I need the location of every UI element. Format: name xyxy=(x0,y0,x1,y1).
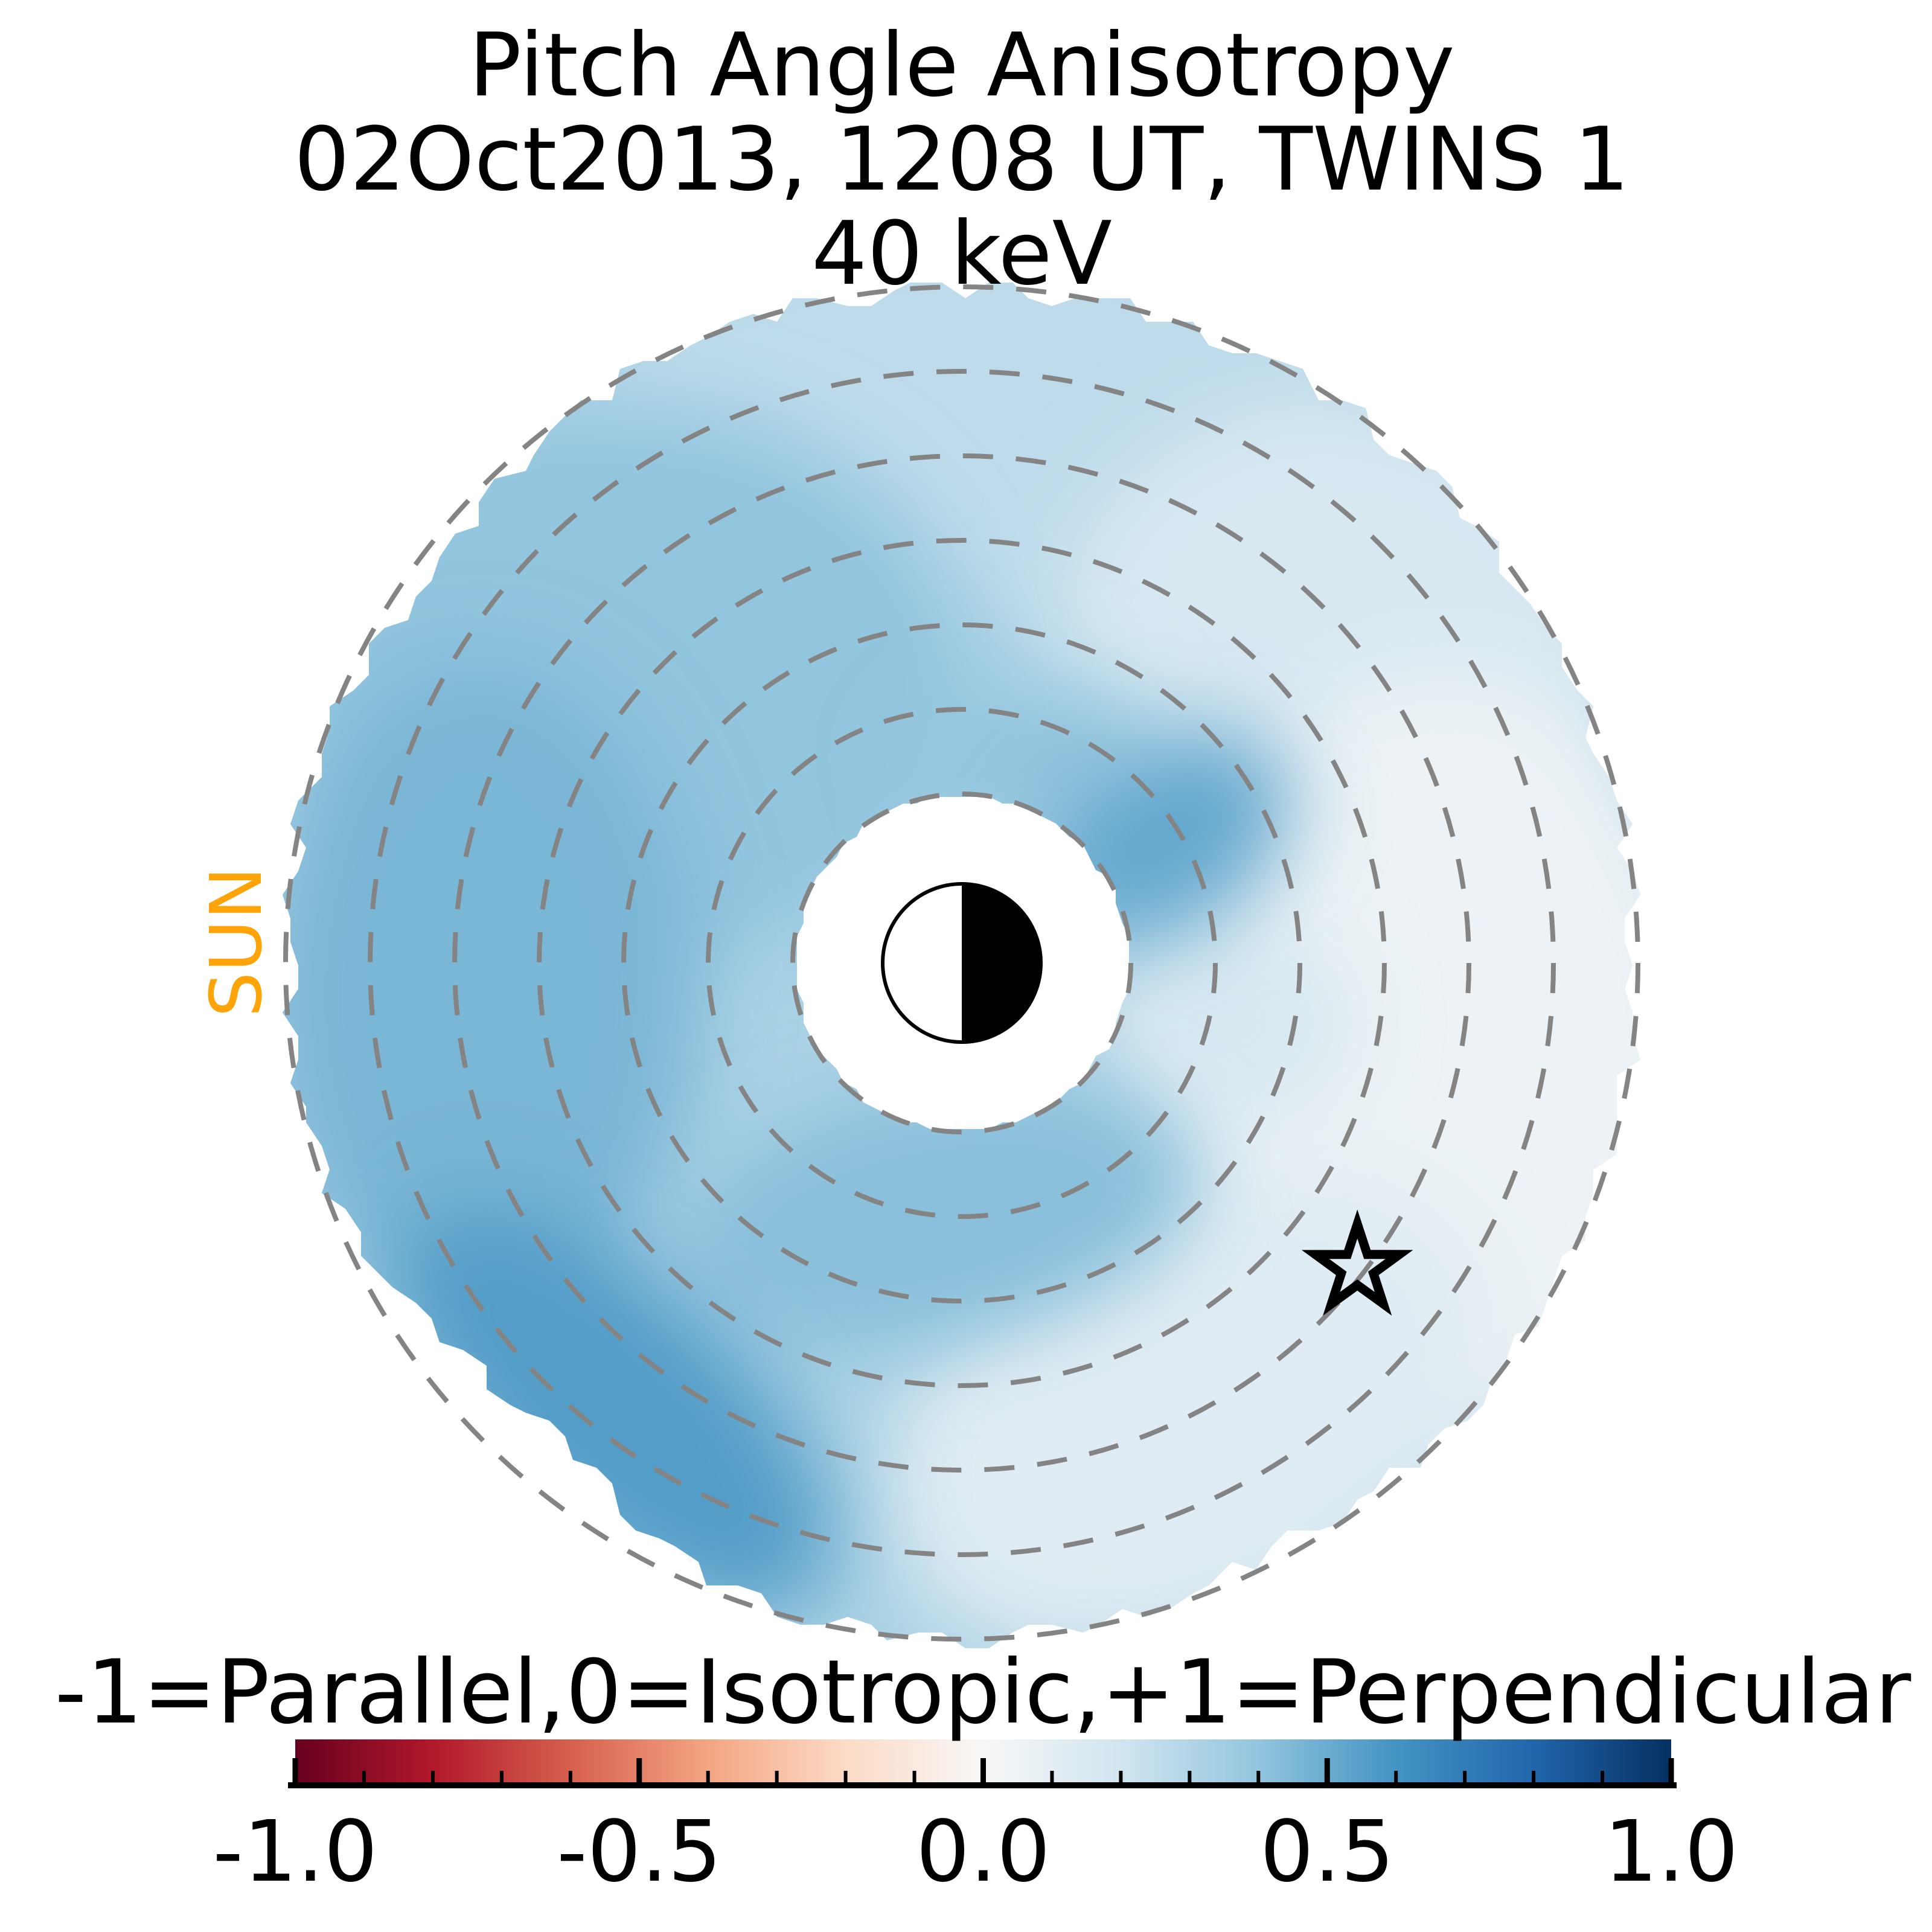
earth-nightside-half xyxy=(962,884,1041,1042)
colorbar-tick-labels: -1.0 -0.5 0.0 0.5 1.0 xyxy=(213,1803,1738,1901)
grid-ring-6re xyxy=(452,453,1471,1473)
sun-direction-label: SUN xyxy=(194,866,278,1017)
colorbar-tick-label: 0.5 xyxy=(1260,1803,1395,1901)
colorbar-tick-label: 0.0 xyxy=(916,1803,1051,1901)
grid-ring-5re xyxy=(537,538,1387,1388)
colorbar-tick-label: -0.5 xyxy=(557,1803,721,1901)
grid-ring-2re xyxy=(790,792,1133,1134)
region-east-inner-light xyxy=(1097,921,1351,1124)
grid-ring-3re xyxy=(706,707,1218,1219)
earth-symbol xyxy=(881,882,1043,1044)
colorbar-annotation: -1=Parallel,0=Isotropic,+1=Perpendicular xyxy=(55,1641,1912,1744)
title-line-3: 40 keV xyxy=(811,203,1112,305)
l-shell-grid-rings xyxy=(283,284,1640,1642)
colorbar: -1.0 -0.5 0.0 0.5 1.0 xyxy=(213,1739,1738,1901)
grid-ring-8re xyxy=(283,284,1640,1642)
colorbar-ticks xyxy=(292,1758,1674,1785)
title-line-1: Pitch Angle Anisotropy xyxy=(469,14,1454,117)
star-marker xyxy=(1301,1209,1413,1316)
colorbar-tick-label: -1.0 xyxy=(213,1803,377,1901)
grid-ring-7re xyxy=(368,369,1556,1557)
title-line-2: 02Oct2013, 1208 UT, TWINS 1 xyxy=(294,109,1630,211)
region-inner-south-medium xyxy=(677,1083,1195,1350)
region-southwest-dark-arc xyxy=(397,1207,834,1615)
colorbar-tick-label: 1.0 xyxy=(1604,1803,1739,1901)
grid-ring-4re xyxy=(621,622,1302,1303)
